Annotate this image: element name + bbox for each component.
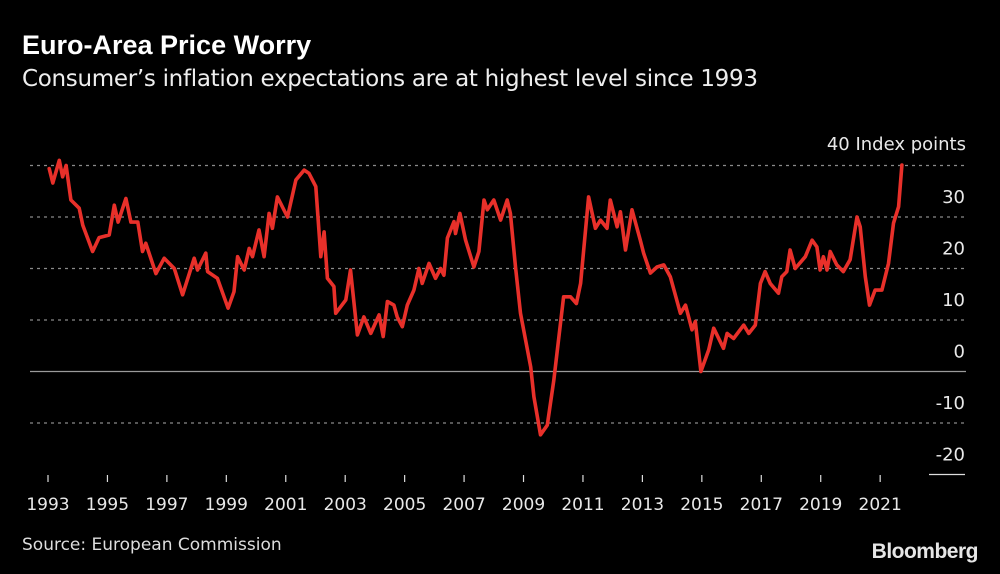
source-note: Source: European Commission — [22, 535, 282, 555]
x-tick-label: 2021 — [859, 495, 902, 515]
x-tick-label: 2009 — [502, 495, 545, 515]
series-line — [47, 158, 904, 437]
x-tick-label: 1993 — [26, 495, 69, 515]
x-tick-label: 2013 — [621, 495, 664, 515]
y-tick-label: 10 — [942, 290, 965, 311]
x-tick-label: 2007 — [442, 495, 485, 515]
chart-title: Euro-Area Price Worry — [22, 30, 312, 60]
bloomberg-logo: Bloomberg — [871, 540, 979, 563]
y-tick-label: 0 — [954, 342, 965, 363]
y-tick-label: 20 — [942, 239, 965, 260]
x-tick-label: 1999 — [205, 495, 248, 515]
x-tick-label: 2015 — [680, 495, 723, 515]
x-tick-label: 1997 — [145, 495, 188, 515]
x-tick-label: 2019 — [799, 495, 842, 515]
x-tick-label: 1995 — [86, 495, 129, 515]
x-tick-label: 2005 — [383, 495, 426, 515]
x-tick-label: 2011 — [561, 495, 604, 515]
y-tick-label: 30 — [942, 187, 965, 208]
x-tick-label: 2003 — [324, 495, 367, 515]
y-tick-label: -10 — [936, 393, 965, 414]
x-tick-label: 2001 — [264, 495, 307, 515]
y-tick-label: -20 — [936, 445, 965, 466]
y-unit-label: 40 Index points — [827, 134, 966, 155]
chart-subtitle: Consumer’s inflation expectations are at… — [22, 66, 758, 92]
x-tick-label: 2017 — [740, 495, 783, 515]
